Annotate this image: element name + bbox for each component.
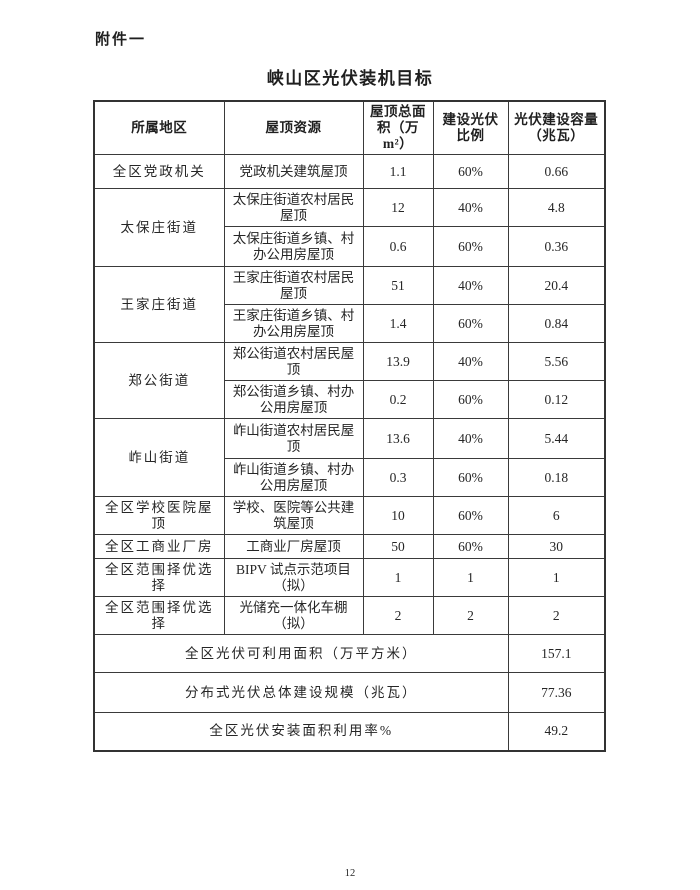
capacity-cell: 1 — [507, 558, 606, 597]
table-row: 岞山街道 岞山街道农村居民屋顶 13.6 40% 5.44 — [93, 418, 606, 497]
capacity-cell: 30 — [507, 534, 606, 559]
table-row: 郑公街道乡镇、村办公用房屋顶 0.2 60% 0.12 — [94, 380, 606, 419]
area-cell: 0.3 — [362, 458, 434, 497]
resource-cell: 太保庄街道乡镇、村办公用房屋顶 — [223, 226, 364, 267]
ratio-cell: 60% — [432, 226, 509, 267]
summary-row: 全区光伏可利用面积（万平方米） 157.1 — [93, 634, 606, 673]
ratio-cell: 60% — [432, 534, 509, 559]
resource-cell: 王家庄街道农村居民屋顶 — [223, 266, 364, 305]
area-cell: 1.1 — [362, 154, 434, 189]
area-cell: 12 — [362, 188, 434, 227]
column-header: 建设光伏比例 — [432, 100, 509, 155]
area-cell: 13.6 — [362, 418, 434, 459]
header-row: 所属地区 屋顶资源 屋顶总面积（万m²） 建设光伏比例 光伏建设容量（兆瓦） — [93, 100, 606, 155]
region-cell: 全区工商业厂房 — [93, 534, 225, 559]
table-row: 全区范围择优选择 BIPV 试点示范项目（拟） 1 1 1 — [93, 558, 606, 597]
region-cell: 郑公街道 — [93, 342, 225, 419]
ratio-cell: 60% — [432, 496, 509, 535]
capacity-cell: 0.18 — [507, 458, 606, 497]
area-cell: 51 — [362, 266, 434, 305]
area-cell: 13.9 — [362, 342, 434, 381]
resource-cell: 郑公街道乡镇、村办公用房屋顶 — [223, 380, 364, 419]
ratio-cell: 40% — [432, 342, 509, 381]
region-cell: 全区党政机关 — [93, 154, 225, 189]
column-header: 屋顶总面积（万m²） — [362, 100, 434, 155]
table-row: 王家庄街道 王家庄街道农村居民屋顶 51 40% 20.4 — [93, 266, 606, 343]
resource-cell: 太保庄街道农村居民屋顶 — [223, 188, 364, 227]
table-row: 全区范围择优选择 光储充一体化车棚（拟） 2 2 2 — [93, 596, 606, 635]
resource-cell: 王家庄街道乡镇、村办公用房屋顶 — [223, 304, 364, 343]
region-cell: 全区学校医院屋顶 — [93, 496, 225, 535]
region-cell: 全区范围择优选择 — [93, 596, 225, 635]
summary-value: 49.2 — [507, 712, 606, 751]
ratio-cell: 1 — [432, 558, 509, 597]
summary-value: 157.1 — [507, 634, 606, 673]
resource-cell: BIPV 试点示范项目（拟） — [223, 558, 364, 597]
region-cell: 太保庄街道 — [93, 188, 225, 267]
resource-cell: 岞山街道农村居民屋顶 — [223, 418, 364, 459]
resource-cell: 学校、医院等公共建筑屋顶 — [223, 496, 364, 535]
area-cell: 0.6 — [362, 226, 434, 267]
resource-cell: 岞山街道乡镇、村办公用房屋顶 — [223, 458, 364, 497]
table-row: 岞山街道乡镇、村办公用房屋顶 0.3 60% 0.18 — [94, 458, 606, 497]
area-cell: 10 — [362, 496, 434, 535]
area-cell: 1 — [362, 558, 434, 597]
capacity-cell: 0.12 — [507, 380, 606, 419]
area-cell: 0.2 — [362, 380, 434, 419]
ratio-cell: 40% — [432, 266, 509, 305]
column-header: 屋顶资源 — [223, 100, 364, 155]
ratio-cell: 60% — [432, 154, 509, 189]
attachment-label: 附件一 — [95, 32, 147, 48]
capacity-cell: 2 — [507, 596, 606, 635]
capacity-cell: 20.4 — [507, 266, 606, 305]
region-cell: 全区范围择优选择 — [93, 558, 225, 597]
ratio-cell: 40% — [432, 188, 509, 227]
pv-target-table: 所属地区 屋顶资源 屋顶总面积（万m²） 建设光伏比例 光伏建设容量（兆瓦） 全区党政机… — [93, 100, 606, 752]
area-cell: 1.4 — [362, 304, 434, 343]
column-header: 所属地区 — [93, 100, 225, 155]
table-row: 全区党政机关 党政机关建筑屋顶 1.1 60% 0.66 — [93, 154, 606, 189]
ratio-cell: 2 — [432, 596, 509, 635]
capacity-cell: 0.84 — [507, 304, 606, 343]
resource-cell: 光储充一体化车棚（拟） — [223, 596, 364, 635]
table-row: 太保庄街道 太保庄街道农村居民屋顶 12 40% 4.8 — [93, 188, 606, 267]
region-cell: 岞山街道 — [93, 418, 225, 497]
table-row: 王家庄街道乡镇、村办公用房屋顶 1.4 60% 0.84 — [94, 304, 606, 343]
resource-cell: 工商业厂房屋顶 — [223, 534, 364, 559]
region-cell: 王家庄街道 — [93, 266, 225, 343]
capacity-cell: 6 — [507, 496, 606, 535]
table-row: 太保庄街道乡镇、村办公用房屋顶 0.6 60% 0.36 — [94, 226, 606, 267]
resource-cell: 党政机关建筑屋顶 — [223, 154, 364, 189]
capacity-cell: 5.56 — [507, 342, 606, 381]
capacity-cell: 5.44 — [507, 418, 606, 459]
ratio-cell: 60% — [432, 380, 509, 419]
table-body: 全区党政机关 党政机关建筑屋顶 1.1 60% 0.66 太保庄街道 太保庄街道农村居民屋顶… — [93, 154, 606, 751]
summary-row: 全区光伏安装面积利用率% 49.2 — [93, 712, 606, 751]
table-header: 所属地区 屋顶资源 屋顶总面积（万m²） 建设光伏比例 光伏建设容量（兆瓦） — [93, 100, 606, 155]
summary-label: 全区光伏安装面积利用率% — [93, 712, 509, 751]
capacity-cell: 0.36 — [507, 226, 606, 267]
summary-label: 全区光伏可利用面积（万平方米） — [93, 634, 509, 673]
area-cell: 2 — [362, 596, 434, 635]
summary-row: 分布式光伏总体建设规模（兆瓦） 77.36 — [93, 672, 606, 713]
capacity-cell: 0.66 — [507, 154, 606, 189]
table-row: 全区工商业厂房 工商业厂房屋顶 50 60% 30 — [93, 534, 606, 559]
summary-label: 分布式光伏总体建设规模（兆瓦） — [93, 672, 509, 713]
capacity-cell: 4.8 — [507, 188, 606, 227]
ratio-cell: 60% — [432, 304, 509, 343]
ratio-cell: 60% — [432, 458, 509, 497]
area-cell: 50 — [362, 534, 434, 559]
table-row: 郑公街道 郑公街道农村居民屋顶 13.9 40% 5.56 — [93, 342, 606, 419]
page-number: 12 — [344, 868, 356, 879]
summary-value: 77.36 — [507, 672, 606, 713]
column-header: 光伏建设容量（兆瓦） — [507, 100, 606, 155]
ratio-cell: 40% — [432, 418, 509, 459]
resource-cell: 郑公街道农村居民屋顶 — [223, 342, 364, 381]
page-title: 峡山区光伏装机目标 — [266, 69, 434, 88]
table-row: 全区学校医院屋顶 学校、医院等公共建筑屋顶 10 60% 6 — [93, 496, 606, 535]
